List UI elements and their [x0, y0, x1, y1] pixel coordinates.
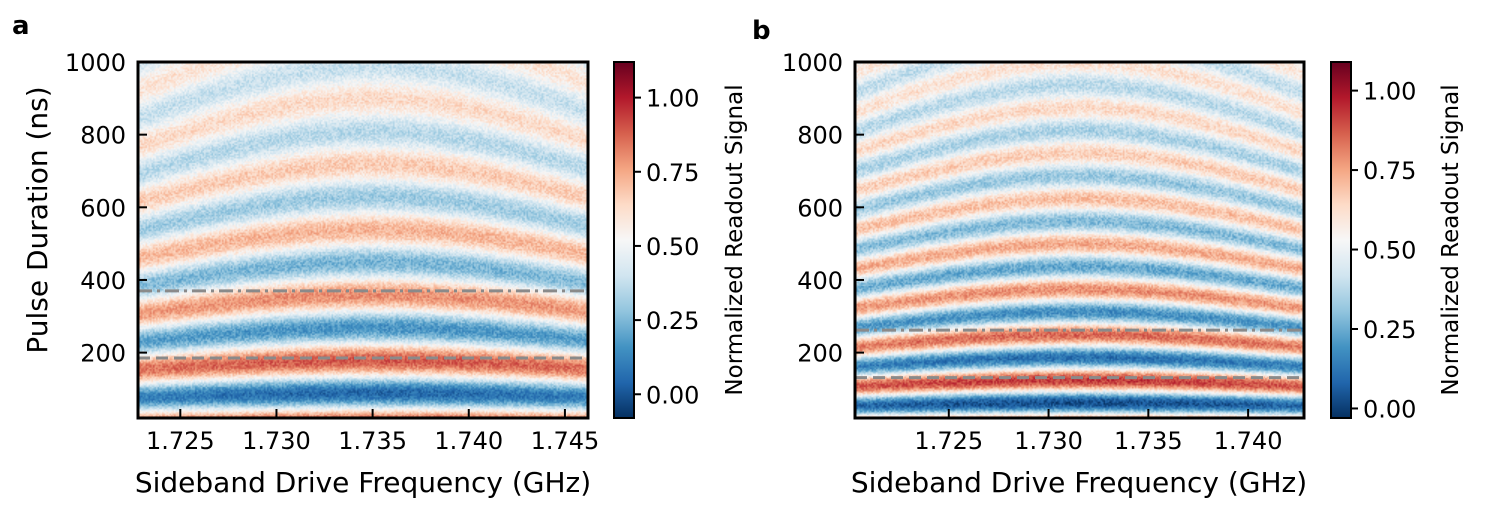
x-axis-label-b: Sideband Drive Frequency (GHz) [851, 466, 1307, 499]
colorbar-label-b: Normalized Readout Signal [1438, 84, 1464, 395]
y-tick-label-b-4: 1000 [782, 49, 843, 77]
y-tick-label-b-1: 400 [797, 267, 843, 295]
x-axis-label-a: Sideband Drive Frequency (GHz) [135, 466, 591, 499]
y-tick-label-a-2: 600 [80, 194, 126, 222]
x-tick-label-b-2: 1.735 [1114, 427, 1183, 455]
colorbar-ticks-b: 0.00 0.25 0.50 0.75 1.00 [1351, 78, 1416, 423]
heatmap-panel-b: 1.725 1.730 1.735 1.740 200 400 600 800 1000 Sid… [782, 49, 1464, 499]
y-tick-label-a-4: 1000 [65, 49, 126, 77]
colorbar-tick-label-a-4: 1.00 [646, 85, 699, 113]
x-tick-label-a-1: 1.730 [242, 427, 311, 455]
axis-ticks-b: 1.725 1.730 1.735 1.740 200 400 600 800 1000 [782, 49, 1283, 455]
colorbar-ticks-a: 0.00 0.25 0.50 0.75 1.00 [634, 85, 699, 409]
colorbar-tick-label-b-2: 0.50 [1363, 237, 1416, 265]
colorbar-a [613, 61, 635, 419]
y-tick-label-b-3: 800 [797, 122, 843, 150]
y-tick-label-b-2: 600 [797, 194, 843, 222]
colorbar-tick-label-a-0: 0.00 [646, 381, 699, 409]
colorbar-tick-label-b-3: 0.75 [1363, 157, 1416, 185]
panel-letter-b: b [752, 16, 771, 46]
colorbar-tick-label-a-2: 0.50 [646, 233, 699, 261]
y-tick-label-a-3: 800 [80, 122, 126, 150]
colorbar-b [1330, 61, 1352, 419]
heatmap-image-a [138, 62, 588, 418]
x-tick-label-a-3: 1.740 [434, 427, 503, 455]
plot-frame-a [136, 60, 590, 420]
y-tick-label-a-0: 200 [80, 340, 126, 368]
x-tick-label-b-0: 1.725 [914, 427, 983, 455]
plot-frame-b [853, 60, 1306, 420]
x-tick-label-a-0: 1.725 [146, 427, 215, 455]
heatmap-panel-a: 1.725 1.730 1.735 1.740 1.745 200 400 600 800 100… [21, 49, 748, 499]
colorbar-tick-label-b-4: 1.00 [1363, 78, 1416, 106]
y-tick-label-a-1: 400 [80, 267, 126, 295]
colorbar-tick-label-a-1: 0.25 [646, 307, 699, 335]
colorbar-label-a: Normalized Readout Signal [722, 84, 748, 395]
x-tick-label-a-4: 1.745 [531, 427, 600, 455]
colorbar-tick-label-b-1: 0.25 [1363, 316, 1416, 344]
axis-ticks-a: 1.725 1.730 1.735 1.740 1.745 200 400 600 800 100… [65, 49, 599, 455]
colorbar-tick-label-b-0: 0.00 [1363, 395, 1416, 423]
panel-letter-a: a [12, 11, 30, 41]
x-tick-label-b-3: 1.740 [1214, 427, 1283, 455]
colorbar-tick-label-a-3: 0.75 [646, 159, 699, 187]
y-axis-label-a: Pulse Duration (ns) [21, 86, 54, 353]
x-tick-label-b-1: 1.730 [1014, 427, 1083, 455]
heatmap-image-b [855, 62, 1304, 418]
y-tick-label-b-0: 200 [797, 340, 843, 368]
x-tick-label-a-2: 1.735 [338, 427, 407, 455]
